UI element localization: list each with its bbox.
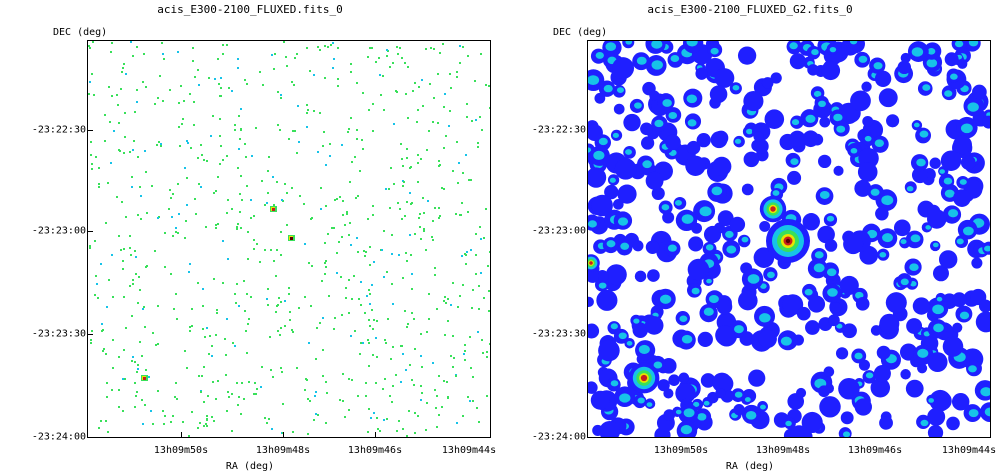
right-xtick-1: 13h09m50s <box>653 445 709 456</box>
right-xtick-2: 13h09m48s <box>755 445 811 456</box>
left-point-source-3 <box>141 375 148 381</box>
left-point-source-2 <box>270 206 277 212</box>
left-counts-image <box>88 41 490 437</box>
right-xtick-4: 13h09m44s <box>941 445 997 456</box>
left-ytick-3: -23:23:30 <box>31 328 86 340</box>
right-xtick-3: 13h09m46s <box>847 445 903 456</box>
left-ytick-mark-2 <box>87 231 93 232</box>
right-bright-source-2 <box>759 195 787 223</box>
right-ytick-3: -23:23:30 <box>531 328 586 340</box>
left-ytick-mark-1 <box>87 130 93 131</box>
left-dec-axis-label: DEC (deg) <box>53 27 108 38</box>
left-ytick-1: -23:22:30 <box>31 124 86 136</box>
left-xtick-3: 13h09m46s <box>347 445 403 456</box>
left-xtick-4: 13h09m44s <box>441 445 497 456</box>
right-bright-source-3 <box>628 362 660 394</box>
right-ytick-1: -23:22:30 <box>531 124 586 136</box>
left-xtick-mark-1 <box>181 432 182 438</box>
left-ytick-4: -23:24:00 <box>31 431 86 443</box>
right-smoothed-image <box>588 41 990 437</box>
left-panel-title: acis_E300-2100_FLUXED.fits_0 <box>157 3 343 16</box>
left-point-source-1 <box>288 235 295 241</box>
right-dec-axis-label: DEC (deg) <box>553 27 608 38</box>
right-smoothed-blobs <box>588 41 990 437</box>
left-count-pixels <box>88 41 490 437</box>
left-image-panel: acis_E300-2100_FLUXED.fits_0 DEC (deg) -… <box>31 3 497 472</box>
right-panel-title: acis_E300-2100_FLUXED_G2.fits_0 <box>647 3 853 16</box>
right-bright-source-4 <box>588 254 600 272</box>
right-image-canvas[interactable] <box>587 40 991 438</box>
right-bright-source-1 <box>766 219 810 263</box>
left-ytick-2: -23:23:00 <box>31 225 86 237</box>
left-xtick-2: 13h09m48s <box>255 445 311 456</box>
right-ytick-4: -23:24:00 <box>531 431 586 443</box>
left-xtick-mark-2 <box>283 432 284 438</box>
left-image-canvas[interactable] <box>87 40 491 438</box>
left-ytick-mark-3 <box>87 334 93 335</box>
left-ra-axis-label: RA (deg) <box>225 461 275 472</box>
left-xtick-1: 13h09m50s <box>153 445 209 456</box>
right-ra-axis-label: RA (deg) <box>725 461 775 472</box>
left-xtick-mark-3 <box>375 432 376 438</box>
right-image-panel: acis_E300-2100_FLUXED_G2.fits_0 DEC (deg… <box>500 0 1000 476</box>
right-ytick-2: -23:23:00 <box>531 225 586 237</box>
